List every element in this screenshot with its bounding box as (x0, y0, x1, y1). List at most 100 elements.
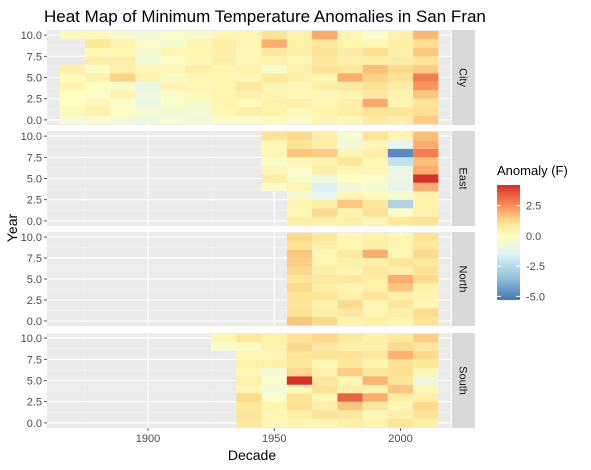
heat-tile (337, 351, 362, 359)
heat-tile (413, 90, 438, 98)
heat-tile (337, 393, 362, 401)
y-tick-label: 0.0 (27, 316, 42, 328)
heat-tile (388, 376, 413, 384)
heat-tile (363, 149, 388, 157)
heat-tile (388, 73, 413, 81)
heat-tile (236, 107, 261, 115)
heat-tile (186, 31, 211, 39)
y-tick-label: 10.0 (21, 131, 42, 143)
heat-tile (161, 65, 186, 73)
heat-tile (413, 183, 438, 191)
heat-tile (262, 149, 287, 157)
heat-tile (413, 258, 438, 266)
heat-tile (363, 31, 388, 39)
heat-tile (363, 359, 388, 367)
heat-tile (287, 368, 312, 376)
heat-tile (337, 410, 362, 418)
heat-tile (363, 99, 388, 107)
heat-tile (211, 90, 236, 98)
heat-tile (236, 334, 261, 342)
heat-tile (287, 166, 312, 174)
heat-tile (363, 250, 388, 258)
heat-tile (337, 183, 362, 191)
heat-tile (413, 48, 438, 56)
heat-tile (337, 73, 362, 81)
heat-tile (413, 334, 438, 342)
heat-tile (211, 342, 236, 350)
heat-tile (363, 140, 388, 148)
heat-tile (363, 308, 388, 316)
heat-tile (135, 56, 160, 64)
heat-tile (413, 132, 438, 140)
heat-tile (413, 275, 438, 283)
heat-tile (413, 241, 438, 249)
heat-tile (85, 73, 110, 81)
heat-tile (287, 200, 312, 208)
heat-tile (85, 56, 110, 64)
heat-tile (363, 48, 388, 56)
heat-tile (60, 99, 85, 107)
legend-tick-label: 2.5 (526, 201, 541, 213)
heat-tile (211, 56, 236, 64)
heat-tile (363, 208, 388, 216)
heat-tile (135, 73, 160, 81)
heat-tile (388, 359, 413, 367)
heat-tile (337, 250, 362, 258)
x-axis: 1900 1950 2000 (136, 428, 413, 445)
heat-tile (413, 342, 438, 350)
heat-tile (413, 292, 438, 300)
heat-tile (363, 116, 388, 124)
heat-tile (388, 385, 413, 393)
heat-tile (186, 107, 211, 115)
heat-tile (388, 317, 413, 325)
heat-tile (337, 132, 362, 140)
heat-tile (236, 342, 261, 350)
heat-tile (262, 48, 287, 56)
heat-tile (287, 342, 312, 350)
heat-tile (363, 317, 388, 325)
heat-tile (312, 308, 337, 316)
heat-tile (262, 82, 287, 90)
heat-tile (337, 31, 362, 39)
heat-tile (413, 149, 438, 157)
heat-tile (312, 385, 337, 393)
heat-tile (363, 258, 388, 266)
y-tick-label: 10.0 (21, 333, 42, 345)
heat-tile (110, 82, 135, 90)
heat-tile (186, 116, 211, 124)
heat-tile (287, 402, 312, 410)
heat-tile (388, 266, 413, 274)
heat-tile (363, 132, 388, 140)
heat-tile (413, 300, 438, 308)
heat-tile (287, 250, 312, 258)
heat-tile (287, 217, 312, 225)
heat-tile (337, 368, 362, 376)
heat-tile (236, 56, 261, 64)
heat-tile (236, 82, 261, 90)
heat-tile (135, 90, 160, 98)
heat-tile (60, 31, 85, 39)
heat-tile (413, 31, 438, 39)
heat-tile (312, 90, 337, 98)
heat-tile (413, 140, 438, 148)
heat-tile (337, 359, 362, 367)
heat-tile (388, 334, 413, 342)
heat-tile (236, 376, 261, 384)
chart-title: Heat Map of Minimum Temperature Anomalie… (44, 7, 486, 26)
facet-strip-label: South (457, 366, 469, 395)
heat-tile (363, 402, 388, 410)
y-tick-label: 0.0 (27, 418, 42, 430)
heat-tile (312, 208, 337, 216)
heat-tile (337, 385, 362, 393)
color-legend: Anomaly (F) 2.5 0.0 -2.5 -5.0 (497, 163, 568, 303)
heat-tile (363, 39, 388, 47)
heat-tile (161, 107, 186, 115)
heat-tile (236, 359, 261, 367)
heat-tile (287, 132, 312, 140)
heat-tile (262, 419, 287, 427)
heat-tile (262, 385, 287, 393)
heat-tile (363, 107, 388, 115)
heat-tile (236, 402, 261, 410)
heat-tile (287, 39, 312, 47)
heat-tile (363, 368, 388, 376)
